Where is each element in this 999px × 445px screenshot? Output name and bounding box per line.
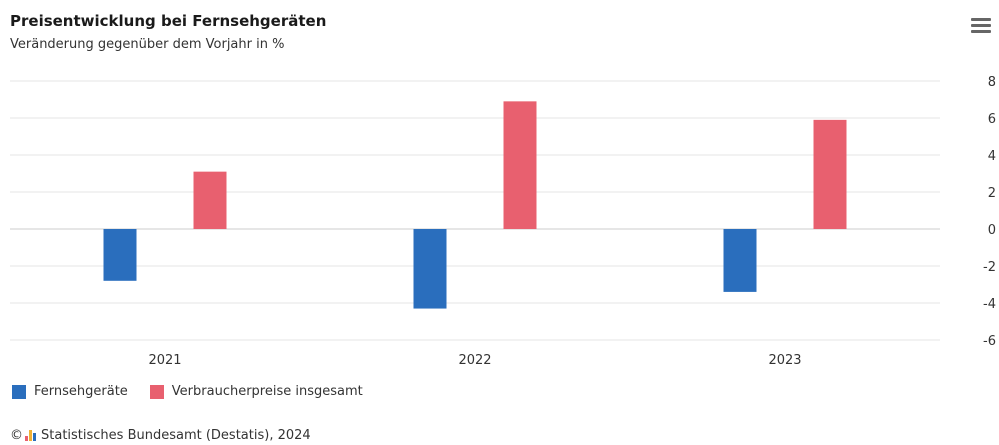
source-credit: © Statistisches Bundesamt (Destatis), 20… (10, 428, 311, 443)
legend-swatch-red (149, 384, 164, 399)
bar-verbraucherpreise-2022 (503, 101, 537, 229)
y-tick-label: -6 (983, 334, 996, 349)
y-tick-label: -2 (983, 260, 996, 275)
bar-verbraucherpreise-2023 (813, 119, 847, 229)
chart-subtitle: Veränderung gegenüber dem Vorjahr in % (10, 37, 285, 52)
x-tick-label: 2022 (458, 353, 491, 368)
x-tick-label: 2021 (148, 353, 181, 368)
destatis-logo-icon (25, 430, 37, 441)
copyright-symbol: © (10, 428, 23, 443)
y-tick-label: 6 (988, 112, 996, 127)
y-tick-label: 8 (988, 75, 996, 90)
hamburger-menu-icon[interactable] (971, 18, 991, 34)
bar-chart: 8 6 4 2 0 -2 -4 -6 2021 2022 2023 (10, 75, 996, 368)
x-tick-label: 2023 (768, 353, 801, 368)
chart-legend: Fernsehgeräte Verbraucherpreise insgesam… (12, 384, 385, 399)
chart-title: Preisentwicklung bei Fernsehgeräten (10, 12, 327, 30)
legend-swatch-blue (12, 384, 26, 399)
bar-fernsehgeraete-2022 (413, 229, 447, 309)
bar-fernsehgeraete-2023 (723, 229, 757, 292)
y-tick-label: -4 (983, 297, 996, 312)
legend-item-fernsehgeraete[interactable]: Fernsehgeräte (12, 384, 128, 399)
legend-item-verbraucherpreise[interactable]: Verbraucherpreise insgesamt (149, 384, 363, 399)
y-tick-label: 0 (988, 223, 996, 238)
legend-label-verbraucherpreise: Verbraucherpreise insgesamt (171, 384, 363, 399)
legend-label-fernsehgeraete: Fernsehgeräte (34, 384, 128, 399)
bar-verbraucherpreise-2021 (193, 171, 227, 229)
bar-fernsehgeraete-2021 (103, 229, 137, 281)
y-tick-label: 4 (988, 149, 996, 164)
y-tick-label: 2 (988, 186, 996, 201)
credit-text: Statistisches Bundesamt (Destatis), 2024 (41, 428, 311, 443)
